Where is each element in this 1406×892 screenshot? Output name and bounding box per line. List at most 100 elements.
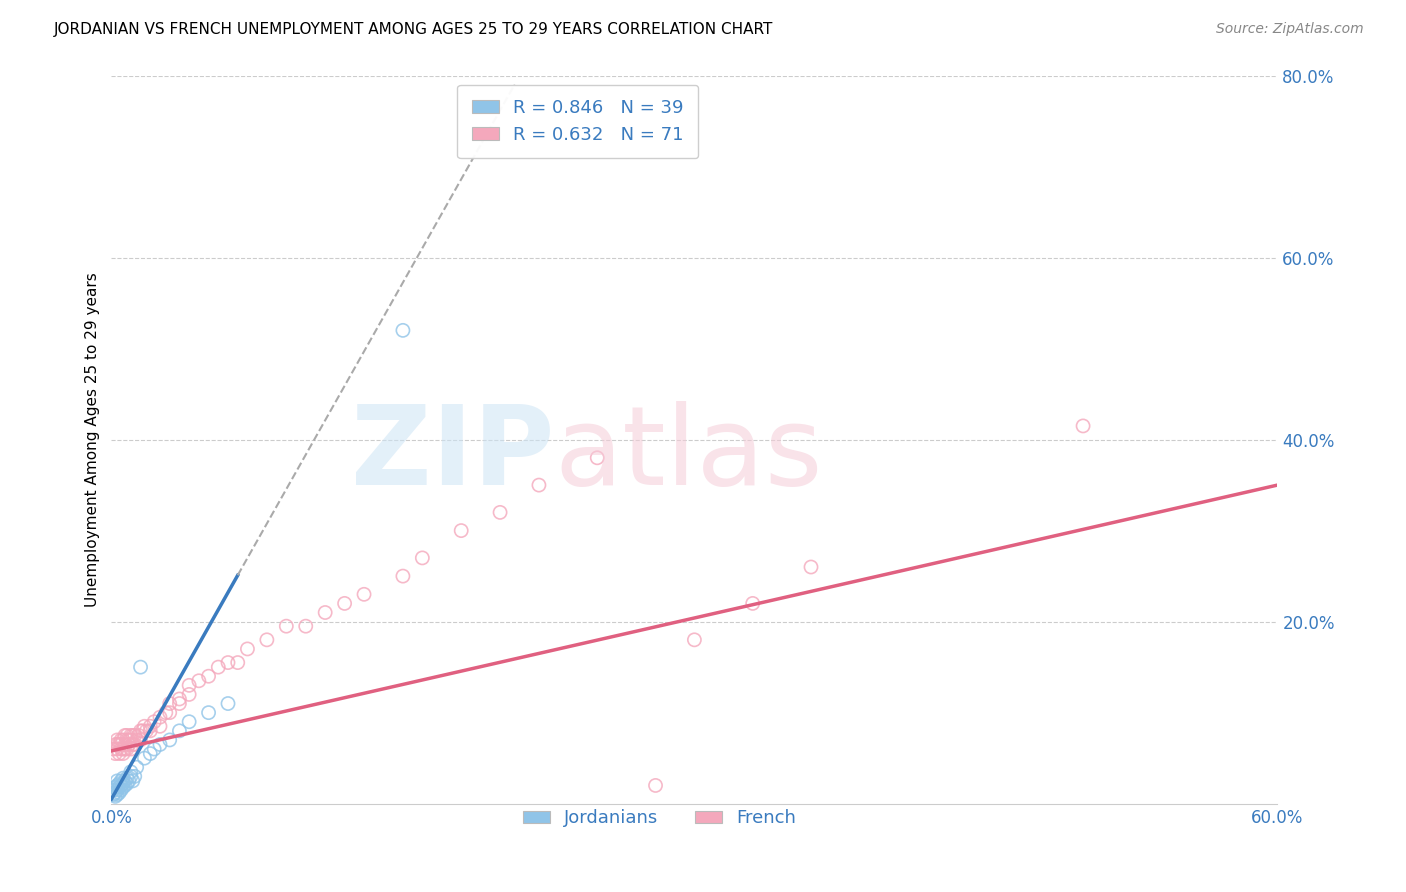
Point	[114, 728, 136, 742]
Y-axis label: Unemployment Among Ages 25 to 29 years: Unemployment Among Ages 25 to 29 years	[86, 272, 100, 607]
Point	[105, 733, 128, 747]
Point	[197, 669, 219, 683]
Point	[114, 742, 136, 756]
Point	[586, 450, 609, 465]
Point	[125, 733, 148, 747]
Point	[217, 697, 239, 711]
Point	[129, 723, 152, 738]
Point	[120, 764, 142, 779]
Point	[103, 742, 125, 756]
Point	[169, 723, 191, 738]
Point	[207, 660, 229, 674]
Point	[294, 619, 316, 633]
Point	[314, 606, 336, 620]
Point	[105, 742, 128, 756]
Point	[121, 738, 143, 752]
Point	[135, 723, 157, 738]
Point	[149, 738, 172, 752]
Point	[115, 771, 138, 785]
Point	[236, 641, 259, 656]
Point	[124, 728, 146, 742]
Point	[159, 697, 181, 711]
Point	[392, 323, 415, 337]
Point	[105, 773, 128, 788]
Point	[139, 723, 162, 738]
Point	[114, 779, 136, 793]
Point	[128, 728, 150, 742]
Point	[112, 777, 135, 791]
Point	[800, 560, 823, 574]
Point	[118, 738, 141, 752]
Point	[169, 697, 191, 711]
Point	[179, 678, 201, 692]
Text: JORDANIAN VS FRENCH UNEMPLOYMENT AMONG AGES 25 TO 29 YEARS CORRELATION CHART: JORDANIAN VS FRENCH UNEMPLOYMENT AMONG A…	[53, 22, 773, 37]
Point	[108, 786, 131, 800]
Point	[118, 773, 141, 788]
Point	[124, 769, 146, 783]
Point	[112, 771, 135, 785]
Point	[105, 738, 128, 752]
Point	[110, 779, 132, 793]
Point	[129, 660, 152, 674]
Point	[115, 733, 138, 747]
Point	[120, 733, 142, 747]
Point	[104, 747, 127, 761]
Point	[104, 780, 127, 795]
Point	[143, 714, 166, 729]
Point	[112, 742, 135, 756]
Point	[159, 706, 181, 720]
Point	[256, 632, 278, 647]
Point	[110, 742, 132, 756]
Point	[276, 619, 298, 633]
Point	[644, 779, 666, 793]
Point	[112, 780, 135, 795]
Point	[1071, 419, 1094, 434]
Point	[217, 656, 239, 670]
Point	[108, 738, 131, 752]
Point	[103, 788, 125, 802]
Point	[129, 733, 152, 747]
Point	[169, 692, 191, 706]
Point	[110, 733, 132, 747]
Point	[392, 569, 415, 583]
Point	[105, 783, 128, 797]
Point	[353, 587, 375, 601]
Point	[114, 773, 136, 788]
Point	[115, 728, 138, 742]
Point	[105, 779, 128, 793]
Point	[131, 723, 153, 738]
Point	[179, 688, 201, 702]
Legend: Jordanians, French: Jordanians, French	[516, 802, 803, 835]
Point	[143, 742, 166, 756]
Point	[114, 738, 136, 752]
Point	[112, 747, 135, 761]
Point	[104, 786, 127, 800]
Point	[104, 738, 127, 752]
Point	[333, 596, 356, 610]
Point	[125, 760, 148, 774]
Point	[110, 783, 132, 797]
Point	[134, 719, 156, 733]
Point	[226, 656, 249, 670]
Text: atlas: atlas	[554, 401, 823, 508]
Point	[149, 719, 172, 733]
Point	[105, 788, 128, 802]
Point	[489, 505, 512, 519]
Point	[197, 706, 219, 720]
Point	[120, 728, 142, 742]
Point	[121, 728, 143, 742]
Point	[103, 783, 125, 797]
Point	[121, 773, 143, 788]
Point	[110, 738, 132, 752]
Point	[108, 780, 131, 795]
Point	[115, 777, 138, 791]
Point	[108, 747, 131, 761]
Point	[411, 550, 433, 565]
Point	[683, 632, 706, 647]
Point	[527, 478, 550, 492]
Point	[155, 706, 177, 720]
Point	[187, 673, 209, 688]
Point	[741, 596, 763, 610]
Text: ZIP: ZIP	[352, 401, 554, 508]
Text: Source: ZipAtlas.com: Source: ZipAtlas.com	[1216, 22, 1364, 37]
